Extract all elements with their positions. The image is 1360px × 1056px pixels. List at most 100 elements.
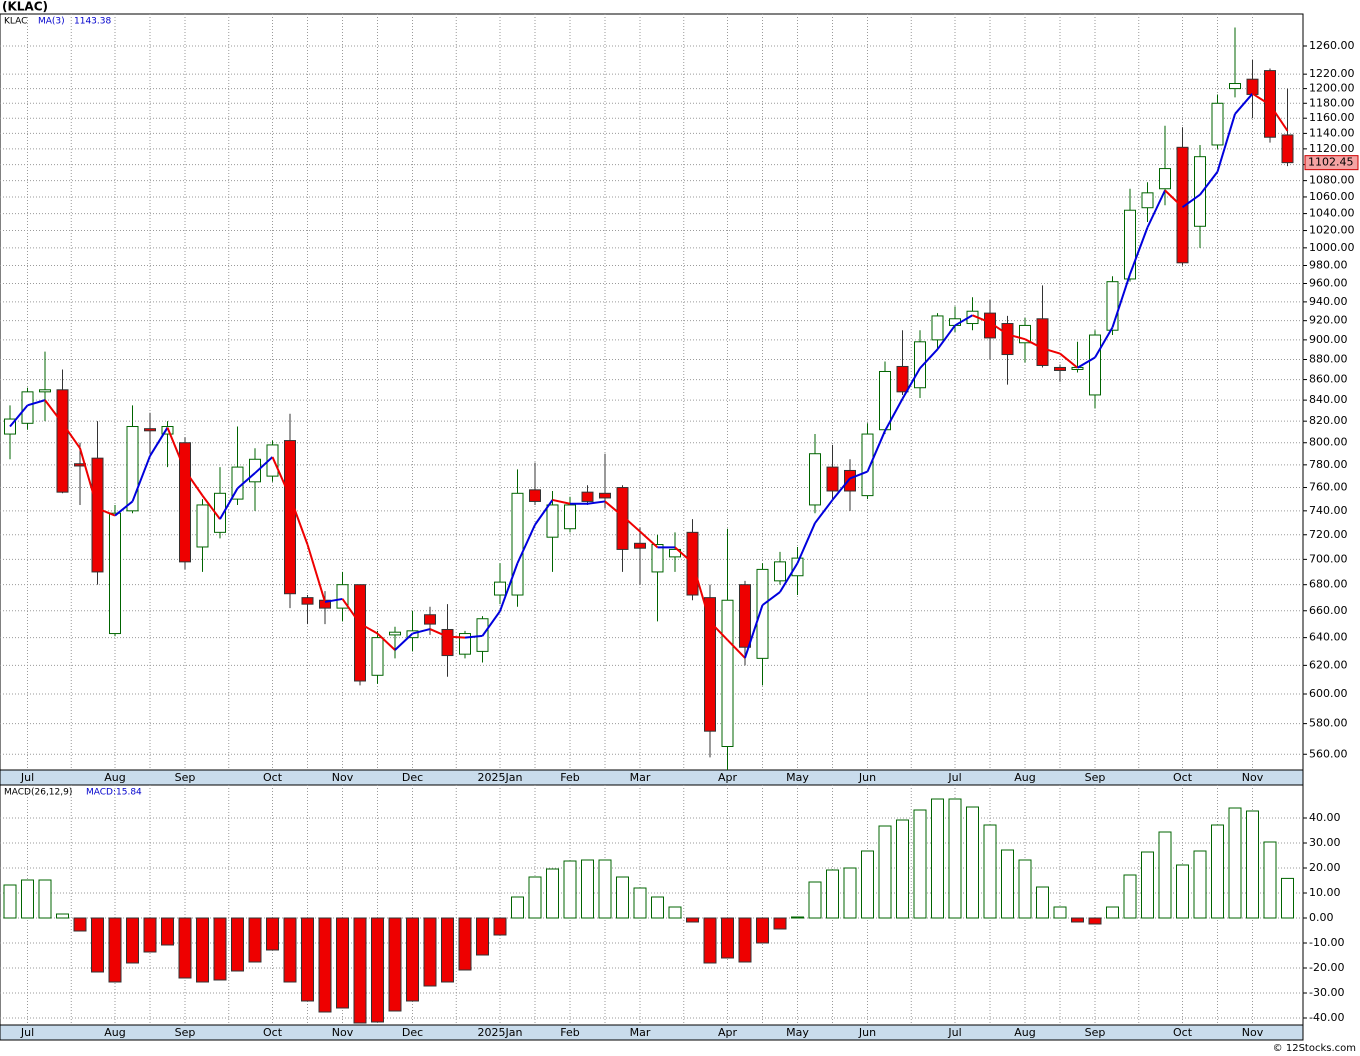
ma-segment [271,456,291,498]
macd-bar [231,917,244,972]
ma-segment [429,628,448,638]
candle-body [4,418,16,435]
y-tick-label: 620.00 [1309,658,1348,671]
candle-body [196,504,209,548]
candle-body [284,440,296,595]
macd-bar [406,917,419,1002]
macd-bar [336,917,349,1009]
macd-bar [738,917,752,963]
candle-body [651,544,664,573]
ma-segment [1181,193,1201,208]
macd-bar [371,917,384,1023]
ma-segment [1216,113,1236,173]
x-tick-label: 2025Jan [478,771,523,784]
macd-bar [143,917,157,953]
candle-body [1281,134,1294,164]
ma-segment [1164,189,1184,208]
ma-segment [1129,227,1149,275]
macd-bar [493,917,507,936]
candle-body [1019,324,1031,344]
candle-body [266,444,279,477]
y-tick-label: 1200.00 [1309,82,1355,95]
x-tick-label: Apr [718,1026,738,1039]
macd-bar [1176,864,1189,919]
macd-bar [1123,874,1137,919]
ma-segment [149,427,169,457]
y-tick-label: 1120.00 [1309,142,1355,155]
x-tick-label: May [786,771,809,784]
ma-segment [499,562,519,612]
macd-bar [528,876,542,919]
candle-body [529,489,541,502]
candle-body [1246,78,1259,95]
x-tick-label: Feb [560,771,579,784]
y-tick-label: 1000.00 [1309,241,1355,254]
macd-bar [1211,824,1224,919]
candle-body [564,504,576,530]
candle-body [896,365,909,393]
candle-body [581,491,594,502]
ma-segment [1094,326,1114,359]
ma-segment [674,546,694,564]
macd-bar [843,867,857,919]
macd-bar [861,850,874,919]
y-tick-label: 840.00 [1309,393,1348,406]
macd-bar [1053,906,1067,919]
ma-segment [131,455,151,502]
y-tick-label: -40.00 [1309,1011,1344,1024]
ma-segment [412,628,431,635]
y-tick-label: 30.00 [1309,836,1341,849]
candle-body [126,426,139,512]
ma-segment [27,399,46,407]
candle-body [634,542,646,549]
candle-body [756,568,769,659]
macd-title: MACD(26,12,9) [4,788,72,798]
macd-bar [196,917,209,983]
y-tick-label: -10.00 [1309,936,1344,949]
x-tick-label: 2025Jan [478,1026,523,1039]
macd-bar [1001,849,1014,919]
ma-segment [621,515,641,533]
macd-bar [931,798,944,919]
macd-bar [791,916,804,919]
y-tick-label: 960.00 [1309,276,1348,289]
x-tick-label: Mar [630,771,651,784]
ma-segment [761,591,781,606]
ma-segment [972,314,991,324]
macd-bar [38,879,52,919]
x-tick-label: Dec [402,771,423,784]
candle-body [774,561,786,582]
macd-bar [301,917,314,1002]
ma-segment [796,522,816,564]
y-tick-label: 40.00 [1309,811,1341,824]
x-tick-label: Jul [20,771,34,784]
macd-bar [388,917,402,1012]
ma-segment [359,622,378,635]
macd-bar [1281,877,1294,919]
macd-bar [1228,807,1242,919]
x-tick-label: Jun [858,771,876,784]
y-tick-label: 1260.00 [1309,39,1355,52]
y-tick-label: 880.00 [1309,352,1348,365]
y-tick-label: 980.00 [1309,258,1348,271]
ma-segment [884,398,904,432]
candle-body [441,628,454,657]
macd-bar [703,917,717,964]
x-tick-label: Dec [402,1026,423,1039]
y-tick-label: 940.00 [1309,295,1348,308]
ma-segment [831,477,851,501]
macd-bar [878,825,892,919]
y-tick-label: 1080.00 [1309,174,1355,187]
x-tick-label: Oct [1173,771,1193,784]
x-tick-label: Aug [1014,771,1035,784]
macd-bar [1018,859,1032,919]
ma-segment [1111,273,1131,328]
footer: © 12Stocks.com [1273,1043,1356,1054]
last-price-tag [1304,155,1359,171]
macd-bar [126,917,139,964]
x-tick-label: Nov [1242,1026,1264,1039]
macd-bar [266,917,279,951]
y-tick-label: 640.00 [1309,631,1348,644]
macd-bar [773,917,787,930]
macd-bar [21,879,34,919]
